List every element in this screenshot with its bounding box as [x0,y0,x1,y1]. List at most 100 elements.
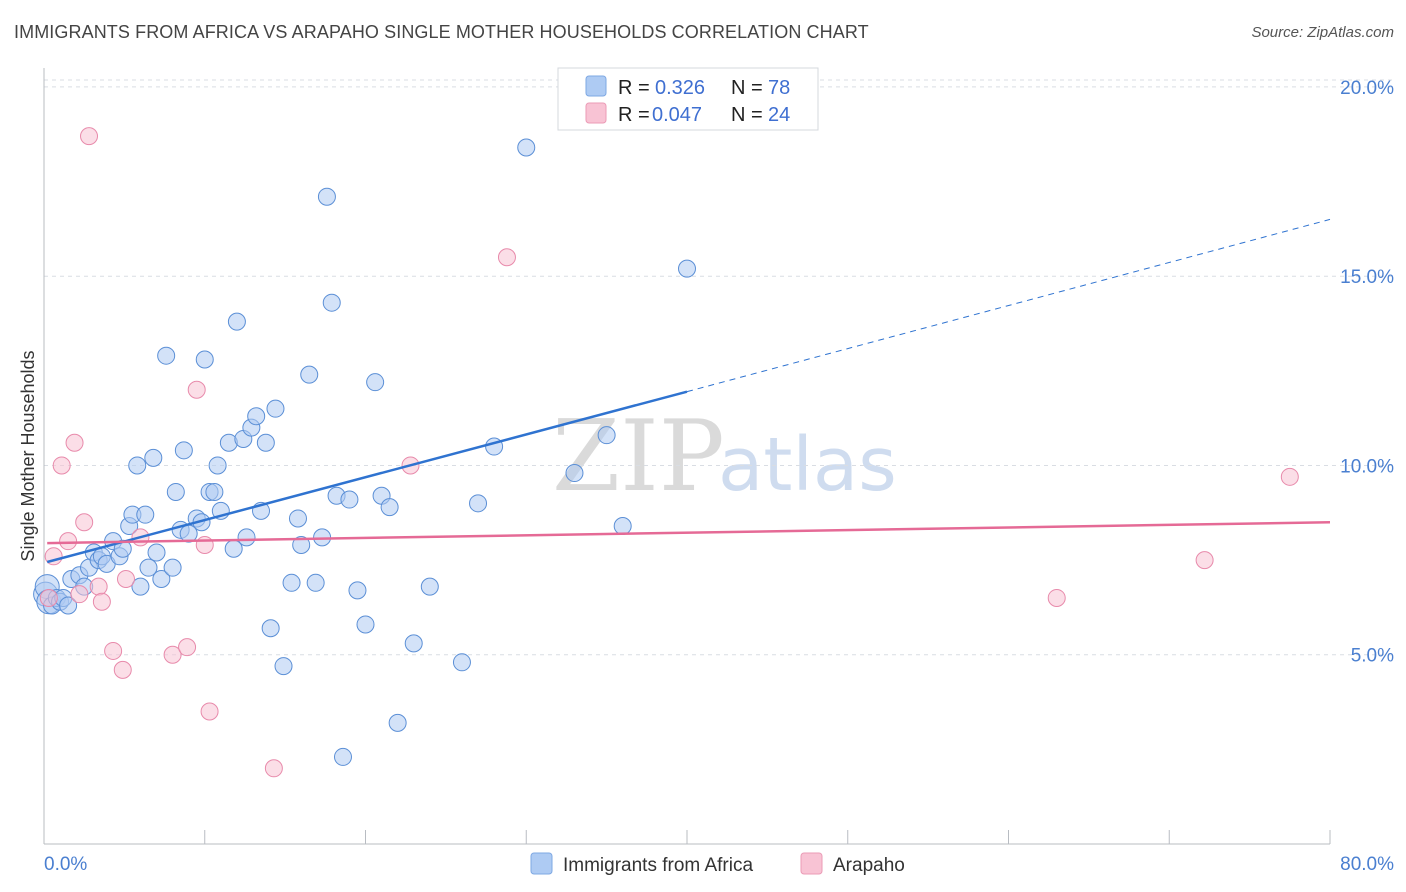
trendline-africa-extension [686,218,1331,393]
africa-point-39 [208,456,227,475]
arapaho-point-23 [1195,551,1214,570]
chart-title: IMMIGRANTS FROM AFRICA VS ARAPAHO SINGLE… [14,22,869,42]
trendline-africa [46,390,688,564]
legend-n-label-1: N = [731,77,763,99]
legend-r-value-2: 0.047 [652,104,702,126]
africa-point-63 [340,490,359,509]
y-tick-label-3: 20.0% [1340,78,1394,99]
africa-point-62 [333,747,352,766]
africa-point-54 [288,509,307,528]
arapaho-point-17 [195,535,214,554]
africa-point-27 [152,570,171,589]
source-label: Source: ZipAtlas.com [1251,24,1394,41]
legend-n-value-1: 78 [768,77,790,99]
watermark-zip: ZIP [552,400,725,514]
africa-point-36 [195,350,214,369]
y-tick-label-0: 5.0% [1351,646,1394,667]
legend-r-label-1: R = [618,77,650,99]
africa-point-72 [452,653,471,672]
arapaho-point-15 [178,638,197,657]
africa-point-26 [147,543,166,562]
africa-point-38 [205,482,224,501]
top-legend: R = 0.326 N = 78 R = 0.047 N = 24 [557,67,819,131]
legend-r-label-2: R = [618,104,650,126]
arapaho-point-18 [200,702,219,721]
africa-point-77 [565,464,584,483]
bottom-legend-swatch-pink [800,852,823,875]
africa-point-75 [517,138,536,157]
africa-point-21 [128,456,147,475]
arapaho-point-9 [92,592,111,611]
legend-swatch-blue [585,75,607,97]
africa-point-57 [306,573,325,592]
x-ticks [43,830,1331,844]
bottom-legend-swatch-blue [530,852,553,875]
y-axis-label: Single Mother Households [18,350,38,561]
x-tick-label-max: 80.0% [1340,854,1394,875]
africa-point-79 [613,517,632,536]
arapaho-point-22 [1047,588,1066,607]
arapaho-point-4 [65,433,84,452]
africa-point-56 [300,365,319,384]
africa-point-66 [366,373,385,392]
africa-point-52 [274,657,293,676]
arapaho-point-11 [113,660,132,679]
africa-point-55 [292,535,311,554]
arapaho-point-8 [89,577,108,596]
arapaho-point-7 [80,127,99,146]
africa-point-76 [678,259,696,278]
bottom-legend-label-2: Arapaho [833,855,905,876]
arapaho-point-3 [59,532,78,551]
arapaho-point-5 [70,585,89,604]
africa-point-70 [404,634,423,653]
africa-point-65 [356,615,375,634]
africa-point-59 [317,187,336,206]
africa-point-23 [136,505,155,524]
africa-point-22 [131,577,150,596]
bottom-legend-label-1: Immigrants from Africa [563,855,753,876]
legend-n-value-2: 24 [768,104,790,126]
africa-point-69 [388,713,407,732]
africa-point-71 [420,577,439,596]
africa-point-64 [348,581,367,600]
x-tick-label-min: 0.0% [44,854,87,875]
africa-point-50 [261,619,280,638]
arapaho-point-6 [75,513,94,532]
africa-point-18 [113,539,132,558]
africa-point-30 [166,482,185,501]
arapaho-point-14 [163,645,182,664]
arapaho-point-12 [116,570,135,589]
africa-point-43 [227,312,246,331]
legend-swatch-pink [585,102,607,124]
africa-point-7 [59,596,78,615]
legend-r-value-1: 0.326 [655,77,705,99]
y-tick-label-2: 15.0% [1340,267,1394,288]
trendlines [46,218,1331,564]
africa-point-60 [322,293,341,312]
africa-point-78 [597,426,616,445]
africa-point-47 [247,407,266,426]
africa-point-53 [282,573,301,592]
africa-point-51 [266,399,285,418]
africa-point-73 [469,494,488,513]
africa-point-24 [139,558,158,577]
arapaho-point-0 [39,588,58,607]
africa-point-25 [144,448,163,467]
arapaho-point-19 [264,759,283,778]
arapaho-point-2 [52,456,71,475]
series-immigrants-from-africa [33,138,696,766]
y-tick-label-1: 10.0% [1340,456,1394,477]
africa-point-49 [256,433,275,452]
arapaho-point-16 [187,380,206,399]
bottom-legend: Immigrants from Africa Arapaho [530,852,905,876]
y-tick-labels: 5.0% 10.0% 15.0% 20.0% [1340,78,1394,667]
africa-point-28 [157,346,176,365]
gridlines [44,79,1394,656]
arapaho-point-10 [104,641,123,660]
africa-point-68 [380,498,399,517]
arapaho-point-21 [497,248,516,267]
africa-point-45 [237,528,256,547]
africa-point-29 [163,558,182,577]
arapaho-point-24 [1280,467,1299,486]
